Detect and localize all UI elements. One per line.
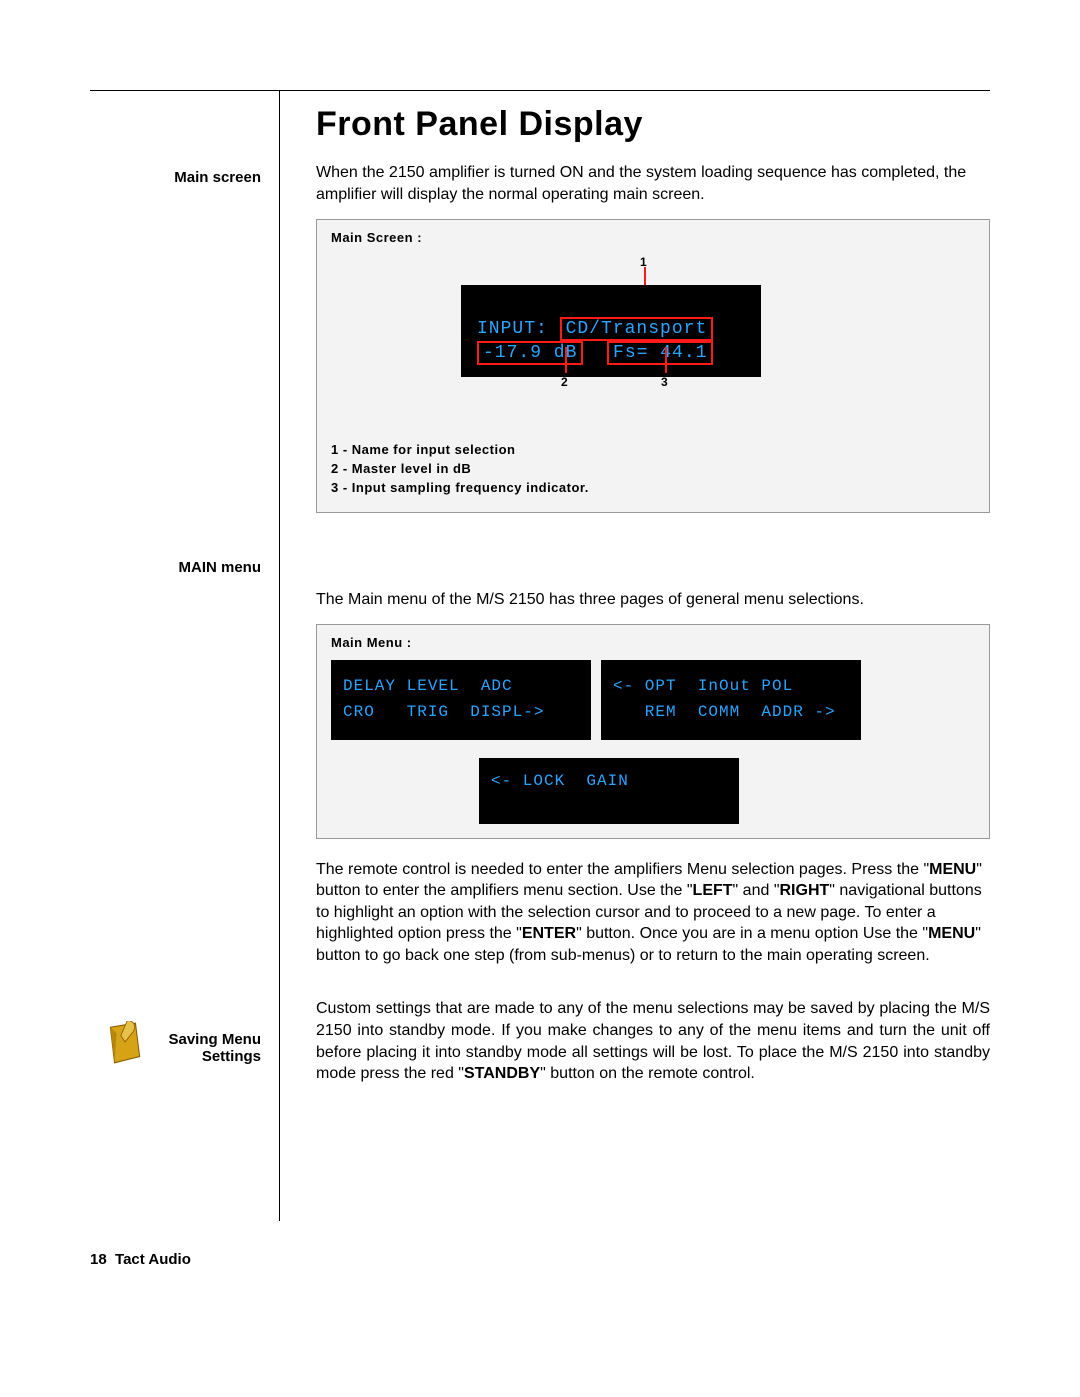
legend-line-2: 2 - Master level in dB (331, 460, 975, 479)
main-menu-lcd-2: <- OPT InOut POL REM COMM ADDR -> (601, 660, 861, 739)
mm-p-b: MENU (929, 861, 976, 878)
main-screen-intro: When the 2150 amplifier is turned ON and… (316, 162, 990, 205)
page-footer: 18 Tact Audio (90, 1251, 191, 1268)
sidebar-label-saving-l2: Settings (202, 1048, 261, 1065)
main-menu-lcd-1: DELAY LEVEL ADC CRO TRIG DISPL-> (331, 660, 591, 739)
sidebar-label-saving-l1: Saving Menu (168, 1031, 261, 1048)
callout-3: 3 (661, 375, 668, 389)
spacer-2 (316, 980, 990, 998)
main-screen-figure: Main Screen : 1 INPUT: CD/Transport -17.… (316, 219, 990, 513)
page-root: Main screen MAIN menu Saving Menu Settin… (90, 90, 990, 1221)
lcd-input-label: INPUT: (477, 319, 548, 339)
spacer (316, 533, 990, 589)
sidebar-label-main-menu: MAIN menu (179, 559, 262, 576)
note-icon (104, 1021, 146, 1067)
main-menu-figure-title: Main Menu : (331, 635, 975, 650)
mm-p-i: " button. Once you are in a menu option … (576, 925, 928, 942)
saving-paragraph: Custom settings that are made to any of … (316, 998, 990, 1084)
menu2-line2: REM COMM ADDR -> (613, 703, 836, 721)
sv-p-c: " button on the remote control. (540, 1065, 755, 1082)
mm-p-e: " and " (733, 882, 780, 899)
lcd-fs-box: Fs= 44.1 (607, 341, 713, 365)
menu1-line1: DELAY LEVEL ADC (343, 677, 513, 695)
mm-p-d: LEFT (693, 882, 733, 899)
footer-brand: Tact Audio (115, 1251, 191, 1268)
main-screen-lcd: INPUT: CD/Transport -17.9 dB Fs= 44.1 (461, 285, 761, 377)
main-menu-paragraph: The remote control is needed to enter th… (316, 859, 990, 967)
main-screen-legend: 1 - Name for input selection 2 - Master … (331, 441, 975, 498)
menu3-line1: <- LOCK GAIN (491, 772, 629, 790)
callout-2: 2 (561, 375, 568, 389)
main-menu-lcd-3: <- LOCK GAIN (479, 758, 739, 824)
main-menu-figure: Main Menu : DELAY LEVEL ADC CRO TRIG DIS… (316, 624, 990, 838)
mm-p-j: MENU (928, 925, 975, 942)
mm-p-a: The remote control is needed to enter th… (316, 861, 929, 878)
sidebar-column: Main screen MAIN menu Saving Menu Settin… (90, 91, 280, 1221)
lcd-input-value-box: CD/Transport (560, 317, 714, 341)
sv-p-b: STANDBY (464, 1065, 540, 1082)
footer-page-number: 18 (90, 1251, 107, 1268)
main-menu-intro: The Main menu of the M/S 2150 has three … (316, 589, 990, 611)
main-screen-figure-title: Main Screen : (331, 230, 975, 245)
main-screen-lcd-wrap: 1 INPUT: CD/Transport -17.9 dB Fs= 44.1 … (331, 255, 975, 435)
menu2-line1: <- OPT InOut POL (613, 677, 793, 695)
page-title: Front Panel Display (316, 105, 990, 144)
callout-line-2 (565, 347, 567, 373)
legend-line-3: 3 - Input sampling frequency indicator. (331, 479, 975, 498)
mm-p-h: ENTER (522, 925, 576, 942)
main-menu-lcds-row: DELAY LEVEL ADC CRO TRIG DISPL-> <- OPT … (331, 660, 975, 739)
two-column-layout: Main screen MAIN menu Saving Menu Settin… (90, 91, 990, 1221)
legend-line-1: 1 - Name for input selection (331, 441, 975, 460)
menu1-line2: CRO TRIG DISPL-> (343, 703, 544, 721)
mm-p-f: RIGHT (780, 882, 830, 899)
sidebar-label-main-screen: Main screen (174, 169, 261, 186)
content-column: Front Panel Display When the 2150 amplif… (280, 91, 990, 1221)
lcd-level-box: -17.9 dB (477, 341, 583, 365)
callout-line-3 (665, 347, 667, 373)
